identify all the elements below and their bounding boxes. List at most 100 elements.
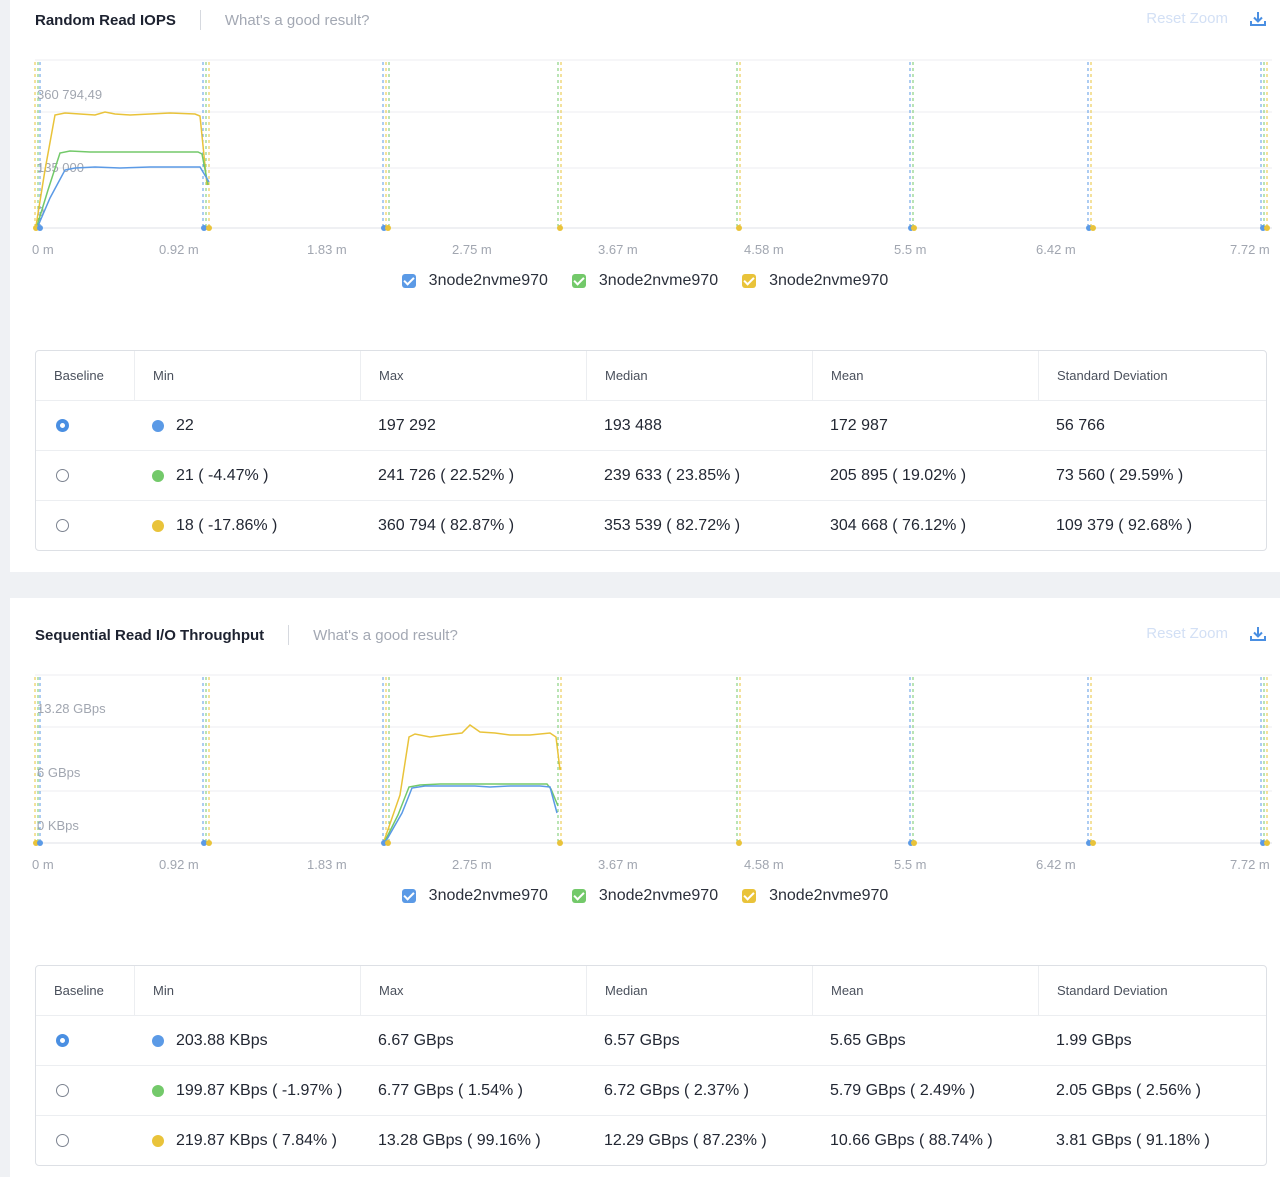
grid bbox=[35, 59, 1272, 229]
legend-label: 3node2nvme970 bbox=[598, 887, 719, 904]
x-tick-label: 3.67 m bbox=[598, 857, 638, 872]
legend-label: 3node2nvme970 bbox=[428, 272, 548, 289]
column-header: Mean bbox=[812, 966, 1038, 1015]
x-tick-label: 5.5 m bbox=[894, 242, 927, 257]
max-value: 13.28 GBps ( 99.16% ) bbox=[378, 1131, 541, 1149]
throughput-line-chart[interactable]: 13.28 GBps 6 GBps 0 KBps 0 m 0.92 m 1.83… bbox=[10, 665, 1280, 875]
reset-zoom-button[interactable]: Reset Zoom bbox=[1146, 10, 1228, 27]
baseline-cell bbox=[36, 1066, 134, 1115]
mean-value: 10.66 GBps ( 88.74% ) bbox=[830, 1131, 993, 1149]
checkbox-checked-icon[interactable] bbox=[571, 889, 586, 903]
header-divider bbox=[288, 625, 290, 645]
x-tick-label: 4.58 m bbox=[744, 242, 784, 257]
min-cell: 21 ( -4.47% ) bbox=[134, 451, 360, 500]
column-header: Baseline bbox=[54, 983, 104, 998]
baseline-radio[interactable] bbox=[56, 419, 69, 432]
min-cell: 18 ( -17.86% ) bbox=[134, 501, 360, 550]
legend-label: 3node2nvme970 bbox=[598, 272, 719, 289]
max-value: 6.77 GBps ( 1.54% ) bbox=[378, 1081, 523, 1099]
legend-item-blue[interactable]: 3node2nvme970 bbox=[401, 885, 548, 907]
y-label-mid: 6 GBps bbox=[37, 765, 81, 780]
series-green-line bbox=[384, 783, 559, 842]
min-cell: 203.88 KBps bbox=[134, 1016, 360, 1065]
std-value: 2.05 GBps ( 2.56% ) bbox=[1056, 1081, 1201, 1099]
header-divider bbox=[199, 10, 201, 30]
checkbox-checked-icon[interactable] bbox=[571, 274, 586, 288]
table-header-row: Baseline Min Max Median Mean Standard De… bbox=[36, 351, 1266, 400]
baseline-radio[interactable] bbox=[56, 1134, 69, 1147]
baseline-radio[interactable] bbox=[56, 519, 69, 532]
baseline-radio[interactable] bbox=[56, 1084, 69, 1097]
x-axis-dots bbox=[33, 840, 1270, 846]
table-row: 22 197 292 193 488 172 987 56 766 bbox=[36, 400, 1266, 450]
iops-line-chart[interactable]: 360 794,49 135 000 0 0 m 0.92 m 1.83 m 2… bbox=[10, 50, 1280, 260]
baseline-cell bbox=[36, 1016, 134, 1065]
legend-label: 3node2nvme970 bbox=[428, 887, 548, 904]
reset-zoom-button[interactable]: Reset Zoom bbox=[1146, 625, 1228, 642]
std-value: 1.99 GBps bbox=[1056, 1031, 1132, 1049]
baseline-radio[interactable] bbox=[56, 1034, 69, 1047]
table-header-row: Baseline Min Max Median Mean Standard De… bbox=[36, 966, 1266, 1015]
y-axis-labels: 13.28 GBps 6 GBps 0 KBps bbox=[37, 701, 106, 833]
x-tick-label: 1.83 m bbox=[307, 242, 347, 257]
x-tick-label: 0 m bbox=[32, 242, 54, 257]
median-value: 353 539 ( 82.72% ) bbox=[604, 516, 741, 534]
min-value: 199.87 KBps ( -1.97% ) bbox=[176, 1081, 343, 1099]
series-dot-icon bbox=[152, 419, 164, 432]
x-tick-label: 0 m bbox=[32, 857, 54, 872]
min-cell: 199.87 KBps ( -1.97% ) bbox=[134, 1066, 360, 1115]
max-value: 360 794 ( 82.87% ) bbox=[378, 516, 515, 534]
chart-legend: 3node2nvme970 3node2nvme970 3node2nvme97… bbox=[10, 885, 1280, 907]
legend-item-yellow[interactable]: 3node2nvme970 bbox=[742, 885, 888, 907]
legend-item-yellow[interactable]: 3node2nvme970 bbox=[742, 270, 888, 292]
sequential-read-throughput-panel: Sequential Read I/O Throughput What's a … bbox=[10, 598, 1280, 1177]
mean-value: 205 895 ( 19.02% ) bbox=[830, 466, 967, 484]
legend-item-green[interactable]: 3node2nvme970 bbox=[571, 885, 719, 907]
checkbox-checked-icon[interactable] bbox=[401, 889, 416, 903]
y-label-max: 360 794,49 bbox=[37, 87, 102, 102]
column-header: Min bbox=[134, 351, 360, 400]
baseline-radio[interactable] bbox=[56, 469, 69, 482]
std-value: 109 379 ( 92.68% ) bbox=[1056, 516, 1193, 534]
mean-value: 304 668 ( 76.12% ) bbox=[830, 516, 967, 534]
column-header: Mean bbox=[812, 351, 1038, 400]
checkbox-checked-icon[interactable] bbox=[742, 889, 757, 903]
legend-item-blue[interactable]: 3node2nvme970 bbox=[401, 270, 548, 292]
x-axis-dots bbox=[33, 225, 1270, 231]
series-dot-icon bbox=[152, 1034, 164, 1047]
stats-table: Baseline Min Max Median Mean Standard De… bbox=[35, 965, 1267, 1166]
download-icon[interactable] bbox=[1248, 624, 1268, 644]
baseline-cell bbox=[36, 451, 134, 500]
phase-markers bbox=[34, 677, 1268, 843]
min-cell: 219.87 KBps ( 7.84% ) bbox=[134, 1116, 360, 1165]
x-tick-label: 3.67 m bbox=[598, 242, 638, 257]
grid bbox=[35, 674, 1272, 844]
mean-value: 172 987 bbox=[830, 416, 888, 434]
x-tick-label: 0.92 m bbox=[159, 857, 199, 872]
good-result-link[interactable]: What's a good result? bbox=[224, 11, 370, 29]
max-value: 197 292 bbox=[378, 416, 436, 434]
median-value: 239 633 ( 23.85% ) bbox=[604, 466, 741, 484]
std-value: 3.81 GBps ( 91.18% ) bbox=[1056, 1131, 1210, 1149]
good-result-link[interactable]: What's a good result? bbox=[313, 626, 458, 644]
baseline-cell bbox=[36, 401, 134, 450]
checkbox-checked-icon[interactable] bbox=[742, 274, 757, 288]
y-label-zero: 0 bbox=[37, 204, 44, 219]
min-value: 203.88 KBps bbox=[176, 1031, 268, 1049]
x-tick-label: 6.42 m bbox=[1036, 857, 1076, 872]
download-icon[interactable] bbox=[1248, 9, 1268, 29]
min-value: 219.87 KBps ( 7.84% ) bbox=[176, 1131, 337, 1149]
x-axis-labels: 0 m 0.92 m 1.83 m 2.75 m 3.67 m 4.58 m 5… bbox=[32, 857, 1270, 872]
series-blue-line bbox=[37, 166, 210, 227]
stats-table: Baseline Min Max Median Mean Standard De… bbox=[35, 350, 1267, 551]
y-label-mid: 135 000 bbox=[37, 160, 84, 175]
min-value: 22 bbox=[176, 416, 194, 434]
series-blue-line bbox=[385, 785, 558, 842]
legend-item-green[interactable]: 3node2nvme970 bbox=[571, 270, 719, 292]
y-label-max: 13.28 GBps bbox=[37, 701, 106, 716]
column-header: Median bbox=[586, 351, 812, 400]
x-tick-label: 6.42 m bbox=[1036, 242, 1076, 257]
baseline-cell bbox=[36, 501, 134, 550]
panel-title: Sequential Read I/O Throughput bbox=[35, 626, 265, 644]
checkbox-checked-icon[interactable] bbox=[401, 274, 416, 288]
